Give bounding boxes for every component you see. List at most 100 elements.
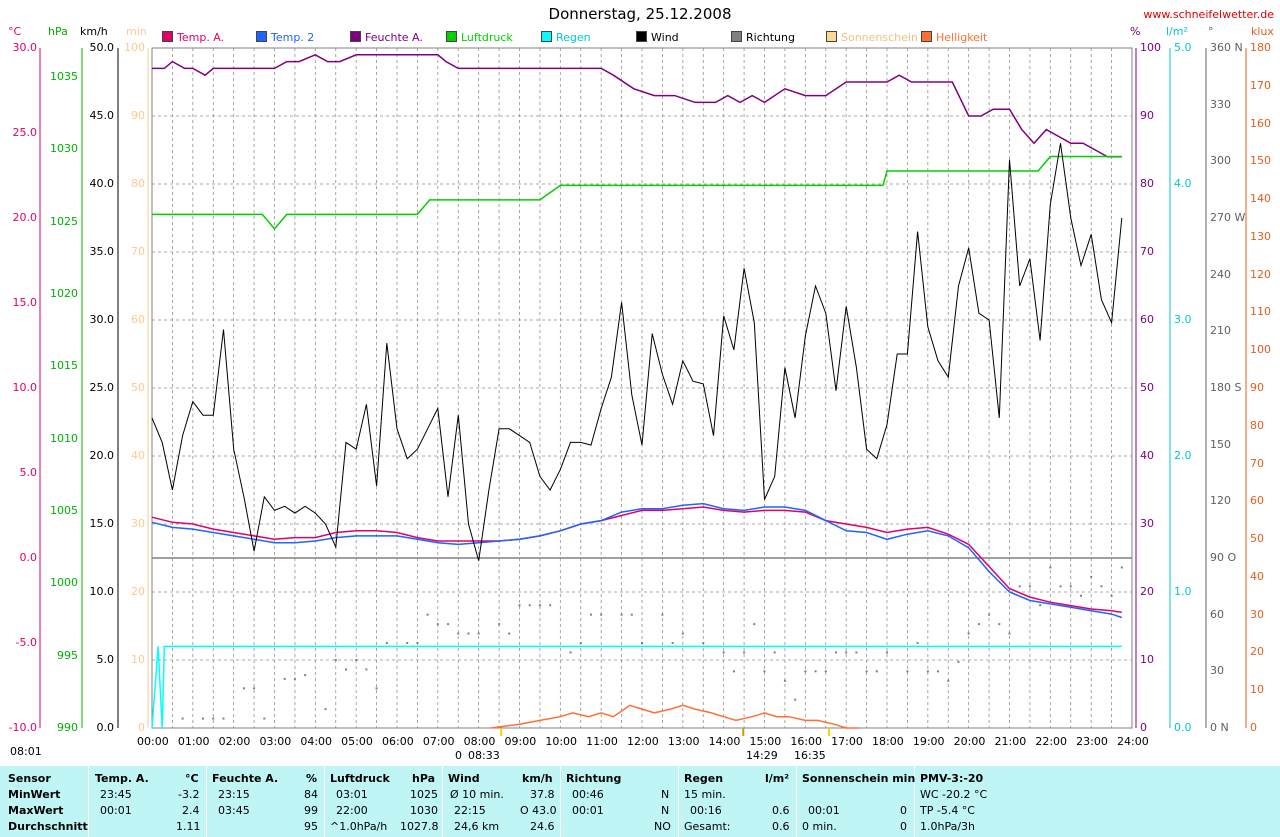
direction-point [804,670,807,673]
rain-tick-label: 4.0 [1174,177,1192,190]
direction-point [661,613,664,616]
direction-point [865,670,868,673]
sun-tick-label: 60 [131,313,145,326]
humidity-tick-label: 10 [1140,653,1154,666]
pmv-head: PMV-3:-20 [920,772,984,785]
direction-point [988,613,991,616]
light-tick-label: 130 [1250,229,1271,243]
direction-point [426,613,429,616]
direction-point [630,613,633,616]
temp-avg: 1.11 [176,820,201,833]
wind-max: O 43.0 [520,804,557,817]
start-time-label: 08:01 [10,745,42,758]
light-tick-label: 40 [1250,569,1264,583]
wind-series-line [151,143,1123,561]
stats-table: Sensor MinWert MaxWert Durchschnitt Temp… [0,766,1280,837]
light-tick-label: 100 [1250,343,1271,357]
wind-tick-label: 5.0 [96,653,115,666]
direction-point [457,632,460,635]
direction-point [549,604,552,607]
direction-tick-label: 150 [1210,437,1231,451]
x-tick-label: 19:00 [912,735,945,748]
legend-item: Temp. 2 [256,31,314,44]
legend-item: Helligkeit [921,31,987,44]
direction-point [875,670,878,673]
direction-point [1079,594,1082,597]
legend-label: Temp. A. [177,31,225,44]
sun-tick-label: 90 [131,109,145,122]
site-url-link[interactable]: www.schneifelwetter.de [1143,8,1274,21]
dir-head: Richtung [566,772,622,785]
sun-tick-label: 100 [124,41,145,54]
hum-head: Feuchte A. [212,772,279,785]
humidity-tick-label: 20 [1140,585,1154,598]
wind-tick-label: 25.0 [89,381,115,394]
row-label-max: MaxWert [8,804,64,817]
temp-min: -3.2 [178,788,200,801]
direction-point [957,660,960,663]
light-tick-label: 150 [1250,154,1271,168]
direction-point [477,632,480,635]
legend-swatch [636,31,647,42]
direction-point [926,670,929,673]
row-label-sensor: Sensor [8,772,51,785]
x-tick-label: 09:00 [504,735,537,748]
sun-tick-label: 10 [131,653,145,666]
x-tick-label: 18:00 [872,735,904,748]
x-tick-label: 14:00 [708,735,741,748]
x-tick-label: 01:00 [177,735,210,748]
press-unit: hPa [412,772,436,785]
dir-avg: NO [654,820,671,833]
pressure-tick-label: 1000 [50,576,78,590]
sunset-label: 16:35 [794,749,826,762]
pressure-tick-label: 1020 [50,286,78,300]
legend-label: Helligkeit [936,31,988,44]
row-label-min: MinWert [8,788,61,801]
press-head: Luftdruck [330,772,390,785]
rain-total: 0.6 [772,820,790,833]
wind-max-time: 22:15 [454,804,486,817]
sun-tick-label: 70 [131,245,145,258]
x-tick-label: 20:00 [953,735,986,748]
direction-point [773,651,776,654]
pressure-tick-label: 1005 [50,503,78,517]
direction-point [783,679,786,682]
direction-point [1069,585,1072,588]
pressure-tick-label: 990 [57,721,78,734]
temp-tick-label: 30.0 [12,41,38,54]
direction-tick-label: 210 [1210,324,1231,338]
direction-point [855,651,858,654]
humidity-tick-label: 0 [1140,721,1147,734]
direction-point [375,687,378,690]
direction-point [722,651,725,654]
direction-point [1059,585,1062,588]
rain-total-label: Gesamt: [684,820,731,833]
humidity-tick-label: 100 [1140,41,1161,54]
humidity-tick-label: 80 [1140,177,1154,190]
rain-tick-label: 3.0 [1174,313,1192,326]
direction-point [181,717,184,720]
pressure-tick-label: 995 [57,648,78,662]
feuchte-a-series-line [152,53,1122,158]
light-tick-label: 170 [1250,78,1271,92]
legend-swatch [731,31,742,42]
temp-unit-label: °C [8,25,22,38]
pmv-pressure-trend: 1.0hPa/3h [920,820,976,833]
light-tick-label: 20 [1250,645,1264,659]
direction-tick-label: 300 [1210,154,1231,168]
legend-item: Feuchte A. [350,31,423,44]
legend-item: Regen [541,31,591,44]
pmv-dewpoint: TP -5.4 °C [920,804,975,817]
direction-point [467,632,470,635]
wind-tick-label: 0.0 [96,721,115,734]
press-max: 1030 [410,804,438,817]
direction-point [355,659,358,661]
rain-unit: l/m² [765,772,790,785]
x-tick-label: 06:00 [382,735,414,748]
direction-point [732,670,735,673]
press-avg: 1027.8 [400,820,439,833]
wind-avg: 24.6 [530,820,555,833]
x-tick-label: 00:00 [137,735,169,748]
pressure-tick-label: 1025 [50,214,78,228]
regen-series-line [151,645,1122,729]
